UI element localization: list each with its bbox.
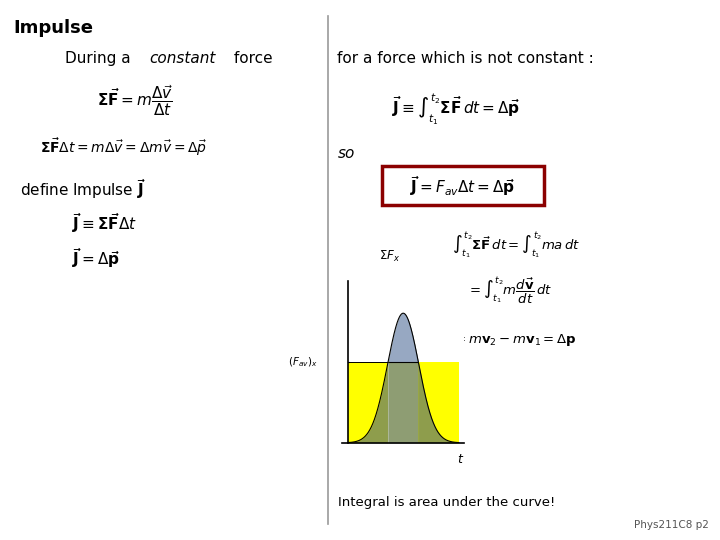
Text: define Impulse $\mathbf{\vec{J}}$: define Impulse $\mathbf{\vec{J}}$ bbox=[20, 177, 147, 201]
Text: $(F_{av})_x$: $(F_{av})_x$ bbox=[288, 356, 318, 369]
Text: force: force bbox=[229, 51, 273, 66]
Text: Integral is area under the curve!: Integral is area under the curve! bbox=[338, 496, 556, 509]
Text: $\mathbf{\vec{J}} = \Delta\mathbf{\vec{p}}$: $\mathbf{\vec{J}} = \Delta\mathbf{\vec{p… bbox=[72, 246, 120, 269]
Text: $\mathbf{\Sigma \vec{F}} = m\dfrac{\Delta\vec{v}}{\Delta t}$: $\mathbf{\Sigma \vec{F}} = m\dfrac{\Delt… bbox=[97, 84, 174, 118]
Text: Impulse: Impulse bbox=[13, 19, 93, 37]
Text: $t$: $t$ bbox=[457, 453, 464, 465]
Text: $\int_{t_1}^{t_2}\mathbf{\Sigma\vec{F}}\,dt = \int_{t_1}^{t_2}ma\,dt$: $\int_{t_1}^{t_2}\mathbf{\Sigma\vec{F}}\… bbox=[452, 231, 580, 261]
Text: Phys211C8 p2: Phys211C8 p2 bbox=[634, 520, 709, 530]
FancyBboxPatch shape bbox=[382, 166, 544, 205]
Text: $so$: $so$ bbox=[337, 146, 356, 161]
Text: $\mathbf{\vec{J}} \equiv \mathbf{\Sigma\vec{F}}\Delta t$: $\mathbf{\vec{J}} \equiv \mathbf{\Sigma\… bbox=[72, 211, 137, 234]
Text: $= \int_{t_1}^{t_2}m\dfrac{d\mathbf{\vec{v}}}{dt}\,dt$: $= \int_{t_1}^{t_2}m\dfrac{d\mathbf{\vec… bbox=[467, 275, 552, 306]
Text: for a force which is not constant :: for a force which is not constant : bbox=[337, 51, 594, 66]
Text: $= m\mathbf{v}_2 - m\mathbf{v}_1 = \Delta\mathbf{p}$: $= m\mathbf{v}_2 - m\mathbf{v}_1 = \Delt… bbox=[452, 332, 577, 348]
Text: $\mathbf{\vec{J}} \equiv \int_{t_1}^{t_2}\mathbf{\Sigma\vec{F}}\,dt = \Delta\mat: $\mathbf{\vec{J}} \equiv \int_{t_1}^{t_2… bbox=[392, 92, 521, 127]
Text: $\mathbf{\vec{J}} = F_{av}\Delta t = \Delta\mathbf{\vec{p}}$: $\mathbf{\vec{J}} = F_{av}\Delta t = \De… bbox=[410, 174, 516, 198]
Text: constant: constant bbox=[150, 51, 216, 66]
Text: During a: During a bbox=[65, 51, 135, 66]
Text: $\mathbf{\Sigma \vec{F}}\Delta t = m\Delta\vec{v} = \Delta m\vec{v} = \Delta\vec: $\mathbf{\Sigma \vec{F}}\Delta t = m\Del… bbox=[40, 136, 207, 158]
Text: $\Sigma F_x$: $\Sigma F_x$ bbox=[379, 248, 400, 264]
